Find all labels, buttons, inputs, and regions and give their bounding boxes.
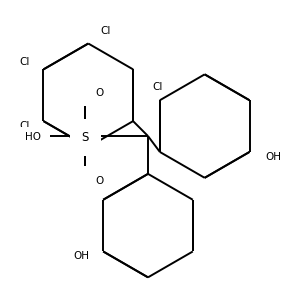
Text: HO: HO: [25, 132, 41, 142]
Text: S: S: [82, 131, 89, 144]
Text: Cl: Cl: [19, 121, 29, 131]
Text: OH: OH: [73, 251, 89, 261]
Text: O: O: [95, 176, 104, 186]
Text: Cl: Cl: [153, 82, 163, 92]
Text: OH: OH: [265, 152, 281, 162]
Text: O: O: [95, 88, 104, 98]
Text: Cl: Cl: [19, 57, 29, 68]
Text: Cl: Cl: [100, 26, 111, 36]
